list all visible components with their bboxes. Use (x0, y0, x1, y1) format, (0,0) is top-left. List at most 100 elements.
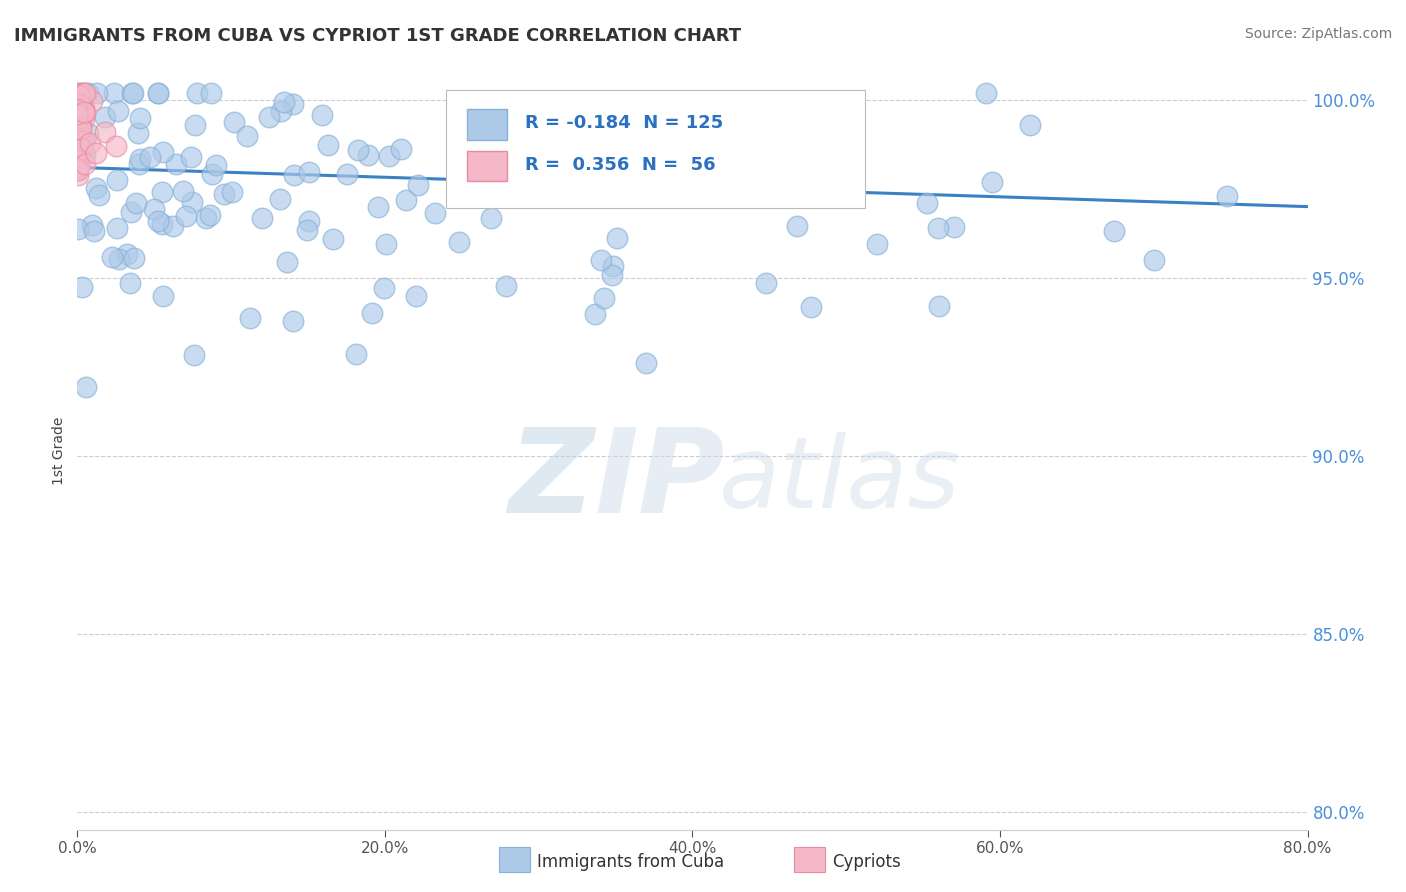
Point (198, 208, 221, 222)
Point (200, 86, 222, 100)
Point (67, 118, 90, 132)
Point (127, 126, 149, 140)
Point (297, 223, 319, 237)
Point (361, 306, 384, 320)
Point (281, 313, 304, 327)
Point (389, 142, 412, 156)
Point (66, 107, 89, 121)
Point (67, 159, 90, 173)
Point (66, 162, 89, 177)
Point (93, 111, 115, 125)
Point (322, 232, 344, 246)
Point (77, 86, 100, 100)
Point (344, 347, 367, 361)
Point (67, 128, 90, 142)
Point (1143, 253, 1166, 268)
Point (69, 106, 91, 120)
Point (800, 300, 823, 314)
Point (103, 86, 125, 100)
Point (66, 88, 89, 103)
Point (66, 169, 89, 183)
Point (129, 111, 152, 125)
Point (727, 185, 749, 199)
Point (281, 97, 304, 112)
Point (449, 235, 471, 250)
Point (67, 115, 90, 129)
Point (73, 157, 96, 171)
Point (346, 143, 368, 157)
Point (406, 178, 429, 192)
Point (87, 188, 110, 202)
Point (180, 150, 202, 164)
Point (73, 134, 96, 148)
Point (107, 104, 129, 119)
Point (273, 95, 295, 109)
Point (67, 114, 90, 128)
Point (128, 156, 150, 170)
Point (84, 146, 107, 161)
Point (70, 141, 93, 155)
Point (367, 200, 389, 214)
Point (66, 161, 89, 176)
Point (162, 219, 184, 233)
Point (69, 120, 91, 134)
Point (583, 307, 606, 321)
Point (194, 211, 217, 226)
Point (84, 181, 107, 195)
Point (105, 173, 128, 187)
Point (66, 94, 89, 108)
Point (311, 108, 333, 122)
Point (66, 112, 89, 126)
Point (66, 115, 89, 129)
Point (66, 136, 89, 151)
Point (152, 145, 174, 160)
Point (70, 94, 93, 108)
Point (67, 119, 90, 133)
Point (495, 279, 517, 293)
Point (67, 138, 90, 153)
Y-axis label: 1st Grade: 1st Grade (52, 417, 66, 484)
Point (66, 123, 89, 137)
Point (66, 98, 89, 112)
Text: Z: Z (509, 424, 595, 538)
Point (66, 156, 89, 170)
Point (600, 268, 623, 282)
Point (606, 231, 628, 245)
Bar (467, 110, 506, 140)
Point (67, 87, 90, 102)
Text: Cypriots: Cypriots (832, 853, 901, 871)
Point (73, 112, 96, 127)
Point (711, 142, 734, 156)
Point (152, 289, 174, 303)
Point (236, 129, 259, 144)
Point (184, 118, 207, 132)
Point (981, 175, 1004, 189)
Point (75, 380, 97, 394)
Point (866, 237, 889, 252)
Point (405, 288, 427, 302)
Point (142, 202, 165, 216)
Point (80, 218, 103, 232)
Point (128, 153, 150, 167)
Point (205, 158, 228, 172)
Point (72, 279, 94, 293)
Point (104, 139, 127, 153)
Point (212, 186, 235, 201)
Point (1216, 188, 1239, 202)
Point (66, 222, 89, 236)
Point (66, 136, 89, 150)
Point (66, 121, 89, 136)
Point (477, 136, 499, 151)
Point (479, 211, 502, 225)
Bar (467, 151, 506, 181)
Point (66, 142, 89, 156)
Point (174, 209, 197, 223)
Point (94, 125, 117, 139)
Point (165, 157, 187, 171)
Point (943, 220, 966, 235)
Point (915, 196, 938, 211)
Point (66, 128, 89, 142)
Point (374, 237, 396, 252)
Point (69, 86, 91, 100)
Point (146, 86, 169, 100)
